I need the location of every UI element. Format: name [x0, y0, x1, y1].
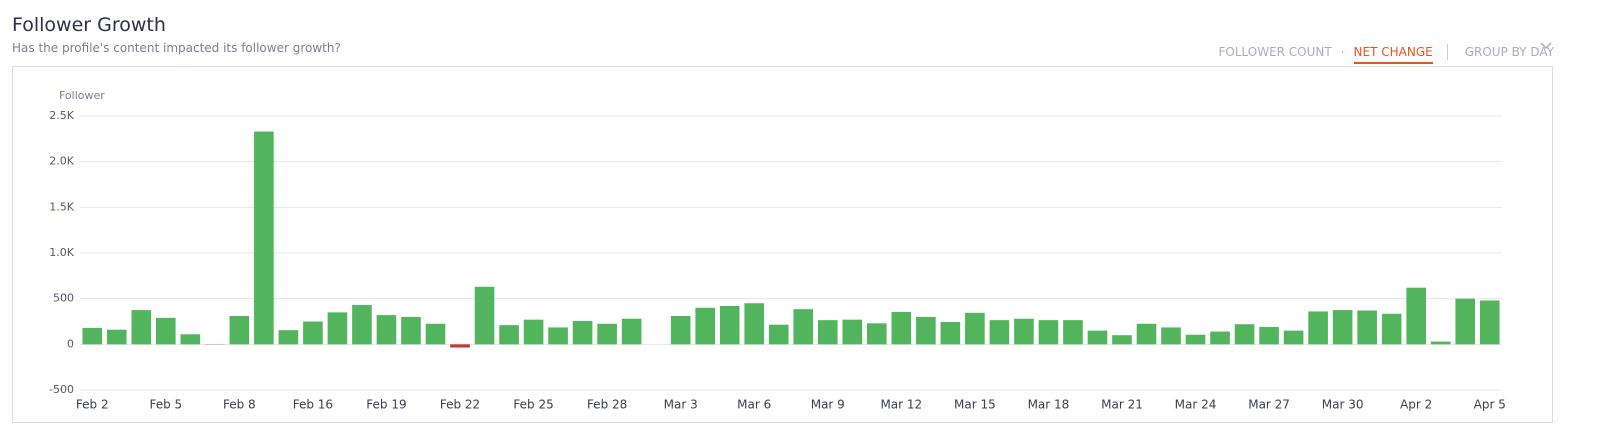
- group-by-dropdown[interactable]: GROUP BY DAY: [1464, 45, 1554, 59]
- bar: [131, 310, 152, 345]
- x-tick-label: Mar 21: [1101, 398, 1143, 412]
- bar: [842, 319, 863, 345]
- bar: [1430, 341, 1451, 345]
- bar: [1038, 320, 1059, 345]
- title: Follower Growth: [12, 14, 166, 36]
- bar: [1112, 335, 1132, 345]
- x-tick-label: Feb 19: [366, 398, 406, 412]
- bar: [744, 303, 765, 345]
- bar: [1455, 298, 1476, 345]
- subtitle: Has the profile's content impacted its f…: [12, 41, 341, 55]
- x-tick-label: Mar 18: [1028, 398, 1070, 412]
- bar: [916, 316, 936, 345]
- x-tick-label: Feb 16: [293, 398, 333, 412]
- bar: [670, 316, 691, 345]
- bar: [597, 323, 617, 345]
- bar: [695, 307, 715, 345]
- y-tick-label: 500: [53, 292, 74, 305]
- bar: [1259, 326, 1279, 345]
- bar: [621, 318, 642, 345]
- x-tick-label: Feb 2: [76, 398, 109, 412]
- x-tick-label: Apr 5: [1474, 398, 1506, 412]
- bar: [1308, 311, 1328, 345]
- x-tick-label: Feb 25: [513, 398, 553, 412]
- bar: [1357, 310, 1377, 345]
- bar: [548, 327, 568, 345]
- x-tick-label: Mar 12: [880, 398, 922, 412]
- bar: [523, 319, 544, 345]
- bar: [817, 320, 838, 345]
- bar: [450, 344, 470, 348]
- x-tick-label: Mar 15: [954, 398, 996, 412]
- bar: [1406, 287, 1426, 345]
- bar: [229, 316, 250, 345]
- x-tick-label: Feb 5: [149, 398, 182, 412]
- bar: [1014, 318, 1034, 345]
- x-tick-label: Mar 3: [664, 398, 698, 412]
- bar: [303, 321, 323, 345]
- bar: [719, 305, 740, 345]
- controls: FOLLOWER COUNT · NET CHANGE GROUP BY DAY: [1209, 40, 1554, 64]
- y-tick-label: 2.0K: [49, 155, 74, 168]
- bar: [867, 323, 887, 345]
- x-tick-label: Mar 6: [737, 398, 771, 412]
- bar: [1161, 327, 1181, 345]
- divider: [1446, 44, 1448, 60]
- bar: [572, 321, 593, 345]
- bar: [278, 330, 299, 345]
- y-tick-label: 1.5K: [49, 200, 74, 213]
- bar: [1210, 331, 1230, 345]
- bar: [1234, 324, 1255, 345]
- y-tick-label: 0: [67, 337, 74, 350]
- bar: [891, 311, 912, 345]
- y-axis-label: Follower: [59, 89, 105, 102]
- x-tick-label: Feb 8: [223, 398, 256, 412]
- bar: [499, 325, 519, 345]
- bar: [1479, 300, 1500, 345]
- x-tick-label: Mar 30: [1322, 398, 1364, 412]
- bar: [965, 312, 985, 345]
- x-tick-label: Apr 2: [1400, 398, 1432, 412]
- bar: [352, 305, 372, 345]
- bar: [793, 309, 814, 345]
- bar: [106, 329, 127, 345]
- chart-frame: [12, 66, 1553, 423]
- y-tick-label: 1.0K: [49, 246, 74, 259]
- bar: [768, 324, 789, 345]
- bar: [425, 323, 446, 345]
- y-tick-label: -500: [49, 383, 74, 396]
- x-tick-label: Feb 28: [587, 398, 627, 412]
- x-tick-label: Mar 9: [811, 398, 845, 412]
- bar: [474, 286, 495, 345]
- bar: [1185, 334, 1206, 345]
- bar: [989, 320, 1010, 345]
- bar: [82, 327, 103, 345]
- bar: [376, 315, 397, 345]
- bar: [254, 131, 274, 345]
- bar: [1136, 323, 1157, 345]
- bar: [1381, 313, 1402, 345]
- x-tick-label: Mar 24: [1175, 398, 1217, 412]
- bar: [327, 312, 348, 345]
- x-tick-label: Mar 27: [1248, 398, 1290, 412]
- bar: [1332, 310, 1353, 345]
- bar: [1087, 330, 1108, 345]
- follower-count-tab[interactable]: FOLLOWER COUNT: [1218, 45, 1332, 59]
- bar: [1283, 330, 1304, 345]
- net-change-tab[interactable]: NET CHANGE: [1353, 45, 1433, 64]
- x-tick-label: Feb 22: [440, 398, 480, 412]
- bar: [180, 334, 201, 345]
- bar: [401, 316, 421, 345]
- y-tick-label: 2.5K: [49, 109, 74, 122]
- separator-dot: ·: [1340, 45, 1345, 59]
- bar: [940, 321, 961, 345]
- bar: [1063, 320, 1083, 345]
- bar: [156, 317, 176, 345]
- dropdown-chevron[interactable]: [1540, 41, 1552, 51]
